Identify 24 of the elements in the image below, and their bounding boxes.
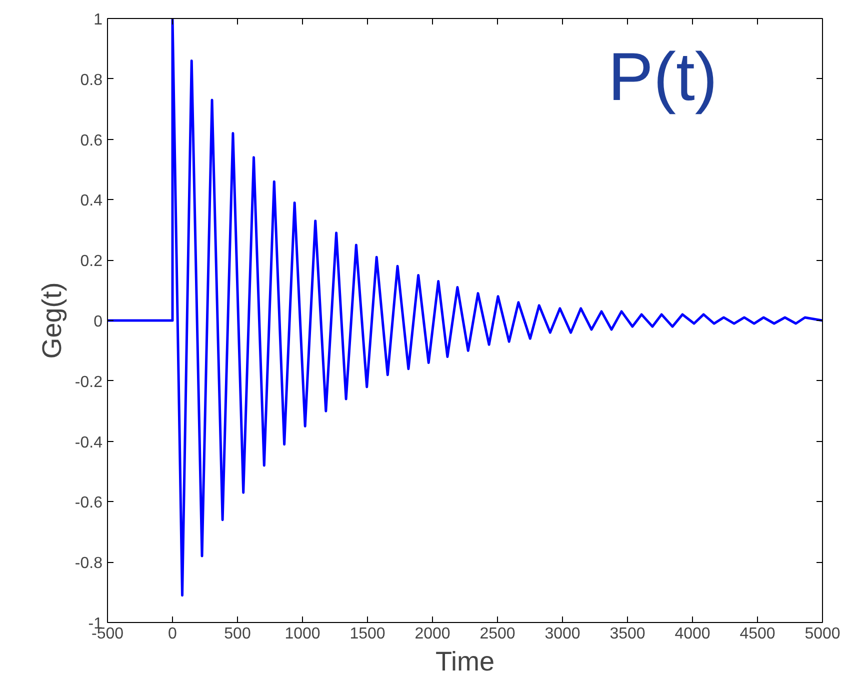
annotation: P(t) [608,39,718,116]
y-tick-label: 0.4 [80,192,103,210]
y-tick-label: -0.8 [74,555,103,572]
x-tick-label: 4000 [674,626,710,642]
x-tick-label: 1000 [284,626,320,642]
y-tick-label: -0.2 [74,374,103,391]
y-tick-label: -0.6 [74,494,103,512]
y-tick-label: 1 [94,12,103,28]
y-axis-title: Geg(t) [36,282,67,359]
x-tick-label: 2000 [414,626,450,642]
x-tick-label: 4500 [740,626,776,642]
y-tick-label: 0.2 [80,253,103,270]
x-axis-title: Time [436,646,494,676]
y-tick-label: 0.8 [80,72,103,89]
x-tick-label: 500 [224,626,251,642]
x-tick-label: 5000 [804,626,840,642]
y-tick-label: -0.4 [74,434,103,452]
y-tick-label: 0 [94,314,103,330]
x-tick-label: 3500 [610,626,646,642]
x-tick-label: 2500 [480,626,516,642]
x-tick-label: 1500 [350,626,386,642]
x-tick-label: 3000 [544,626,580,642]
x-tick-label: 0 [168,626,178,642]
y-tick-label: 0.6 [80,132,103,150]
